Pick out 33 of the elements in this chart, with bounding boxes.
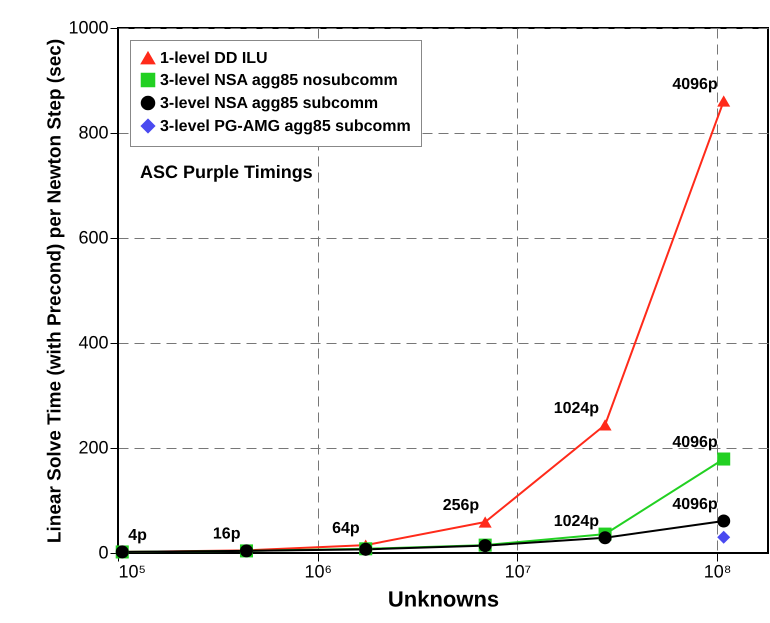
point (717, 514, 730, 528)
legend-label: 3-level PG-AMG agg85 subcomm (160, 118, 411, 135)
annotation: 4p (128, 526, 148, 544)
point (717, 530, 730, 544)
annotation: 1024p (554, 512, 600, 530)
annotation: 4096p (672, 76, 718, 93)
legend-label: 3-level NSA agg85 subcomm (160, 95, 378, 112)
y-tick-label: 1000 (68, 18, 108, 38)
point (598, 531, 612, 544)
y-axis-title: Linear Solve Time (with Precond) per Newton Step (sec) (44, 38, 66, 544)
point (478, 516, 492, 528)
y-tick-label: 400 (78, 332, 108, 352)
annotation: ASC Purple Timings (140, 162, 313, 182)
x-tick-label: 10⁸ (704, 562, 732, 582)
x-tick-label: 10⁶ (304, 562, 332, 582)
annotation: 1024p (554, 400, 600, 417)
y-tick-label: 800 (78, 122, 108, 142)
annotation: 4096p (672, 496, 718, 513)
annotation: 4096p (672, 434, 718, 452)
y-tick-label: 200 (78, 438, 108, 458)
y-tick-label: 0 (98, 542, 108, 562)
x-axis-title: Unknowns (388, 586, 500, 612)
x-tick-label: 10⁵ (118, 562, 146, 582)
point (598, 419, 612, 431)
x-tick-label: 10⁷ (504, 562, 532, 582)
annotation: 16p (212, 525, 241, 542)
point (717, 452, 730, 466)
annotation: 64p (332, 520, 360, 538)
point (717, 95, 730, 107)
legend-label: 3-level NSA agg85 nosubcomm (160, 72, 398, 89)
annotation: 256p (442, 497, 480, 514)
legend-label: 1-level DD ILU (160, 50, 268, 67)
y-tick-label: 600 (78, 228, 108, 248)
